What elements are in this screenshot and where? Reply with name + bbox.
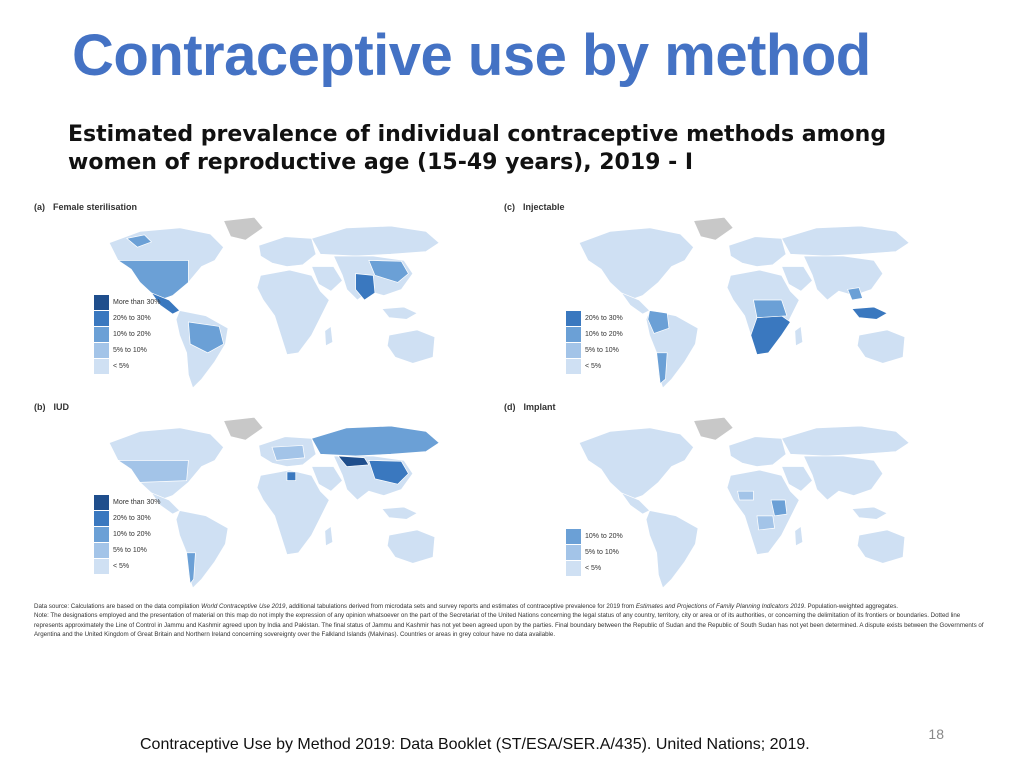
- legend-label: 20% to 30%: [585, 314, 623, 322]
- data-source-note: Data source: Calculations are based on t…: [34, 602, 986, 611]
- panel-letter: (a): [34, 202, 45, 212]
- legend-swatch: [94, 342, 109, 358]
- panel-implant: (d) Implant 10% to 20% 5% to 10% < 5%: [500, 398, 940, 588]
- legend-item: 5% to 10%: [566, 342, 623, 358]
- legend-label: 5% to 10%: [585, 548, 619, 556]
- legend-item: < 5%: [566, 560, 623, 576]
- panel-injectable: (c) Injectable 20% to 30% 10% to 20% 5% t…: [500, 198, 940, 388]
- legend-item: 10% to 20%: [566, 528, 623, 544]
- legend-swatch: [94, 294, 109, 310]
- panel-female-sterilisation: (a) Female sterilisation More than 30% 20…: [30, 198, 470, 388]
- panel-name: Female sterilisation: [53, 202, 138, 212]
- legend-item: 20% to 30%: [566, 310, 623, 326]
- figure-notes: Data source: Calculations are based on t…: [34, 602, 986, 640]
- panel-letter: (d): [504, 402, 516, 412]
- panel-name: Implant: [523, 402, 556, 412]
- legend-label: More than 30%: [113, 298, 161, 306]
- legend-swatch: [566, 342, 581, 358]
- page-number: 18: [928, 726, 944, 742]
- source-mid: , additional tabulations derived from mi…: [285, 603, 636, 610]
- legend-swatch: [566, 528, 581, 544]
- legend-swatch: [566, 544, 581, 560]
- panel-label: (c) Injectable: [504, 202, 565, 212]
- legend-item: 10% to 20%: [94, 526, 160, 542]
- legend: 20% to 30% 10% to 20% 5% to 10% < 5%: [566, 310, 623, 374]
- legend-swatch: [566, 326, 581, 342]
- map-female-sterilisation: [108, 216, 440, 388]
- panel-label: (a) Female sterilisation: [34, 202, 137, 212]
- source-suffix: . Population-weighted aggregates.: [804, 603, 899, 610]
- legend-label: 10% to 20%: [113, 330, 151, 338]
- legend-item: More than 30%: [94, 294, 160, 310]
- legend-item: < 5%: [566, 358, 623, 374]
- panel-iud: (b) IUD More than 30% 20% to 30% 10% to 2…: [30, 398, 470, 588]
- legend-label: < 5%: [113, 362, 130, 370]
- legend-swatch: [94, 494, 109, 510]
- legend-label: 5% to 10%: [113, 346, 147, 354]
- legend-label: 10% to 20%: [113, 530, 151, 538]
- legend-swatch: [94, 310, 109, 326]
- map-figure: (a) Female sterilisation More than 30% 20…: [30, 198, 990, 660]
- legend-item: 5% to 10%: [94, 542, 160, 558]
- legend-label: < 5%: [585, 362, 602, 370]
- slide-subtitle: Estimated prevalence of individual contr…: [68, 121, 948, 177]
- source-italic-2: Estimates and Projections of Family Plan…: [635, 603, 805, 610]
- legend-label: 10% to 20%: [585, 330, 623, 338]
- legend: 10% to 20% 5% to 10% < 5%: [566, 528, 623, 576]
- panel-letter: (b): [34, 402, 46, 412]
- legend-item: 5% to 10%: [94, 342, 160, 358]
- legend-swatch: [94, 526, 109, 542]
- legend-label: 10% to 20%: [585, 532, 623, 540]
- legend-label: 5% to 10%: [585, 346, 619, 354]
- legend-label: < 5%: [113, 562, 130, 570]
- legend-swatch: [94, 542, 109, 558]
- legend-item: < 5%: [94, 558, 160, 574]
- legend-swatch: [566, 310, 581, 326]
- legend-item: 5% to 10%: [566, 544, 623, 560]
- legend-item: More than 30%: [94, 494, 160, 510]
- disclaimer-note: Note: The designations employed and the …: [34, 612, 984, 639]
- panel-label: (b) IUD: [34, 402, 69, 412]
- slide-title: Contraceptive use by method: [72, 23, 871, 88]
- legend-label: < 5%: [585, 564, 602, 572]
- legend-item: 20% to 30%: [94, 510, 160, 526]
- legend-swatch: [566, 358, 581, 374]
- legend: More than 30% 20% to 30% 10% to 20% 5% t…: [94, 294, 160, 374]
- citation: Contraceptive Use by Method 2019: Data B…: [140, 736, 810, 753]
- map-implant: [578, 416, 910, 588]
- source-italic-1: World Contraceptive Use 2019: [201, 603, 286, 610]
- panel-name: IUD: [53, 402, 70, 412]
- map-iud: [108, 416, 440, 588]
- panel-label: (d) Implant: [504, 402, 556, 412]
- map-injectable: [578, 216, 910, 388]
- legend-swatch: [94, 558, 109, 574]
- legend-label: 5% to 10%: [113, 546, 147, 554]
- legend-item: 20% to 30%: [94, 310, 160, 326]
- legend-label: 20% to 30%: [113, 314, 151, 322]
- panel-name: Injectable: [523, 202, 565, 212]
- legend: More than 30% 20% to 30% 10% to 20% 5% t…: [94, 494, 160, 574]
- legend-swatch: [94, 326, 109, 342]
- legend-item: 10% to 20%: [566, 326, 623, 342]
- source-prefix: Data source: Calculations are based on t…: [34, 603, 202, 610]
- subtitle-line-1: Estimated prevalence of individual contr…: [68, 122, 887, 147]
- panel-letter: (c): [504, 202, 515, 212]
- legend-swatch: [94, 510, 109, 526]
- subtitle-line-2: women of reproductive age (15-49 years),…: [68, 150, 694, 175]
- legend-label: 20% to 30%: [113, 514, 151, 522]
- legend-label: More than 30%: [113, 498, 161, 506]
- legend-item: 10% to 20%: [94, 326, 160, 342]
- legend-item: < 5%: [94, 358, 160, 374]
- legend-swatch: [94, 358, 109, 374]
- legend-swatch: [566, 560, 581, 576]
